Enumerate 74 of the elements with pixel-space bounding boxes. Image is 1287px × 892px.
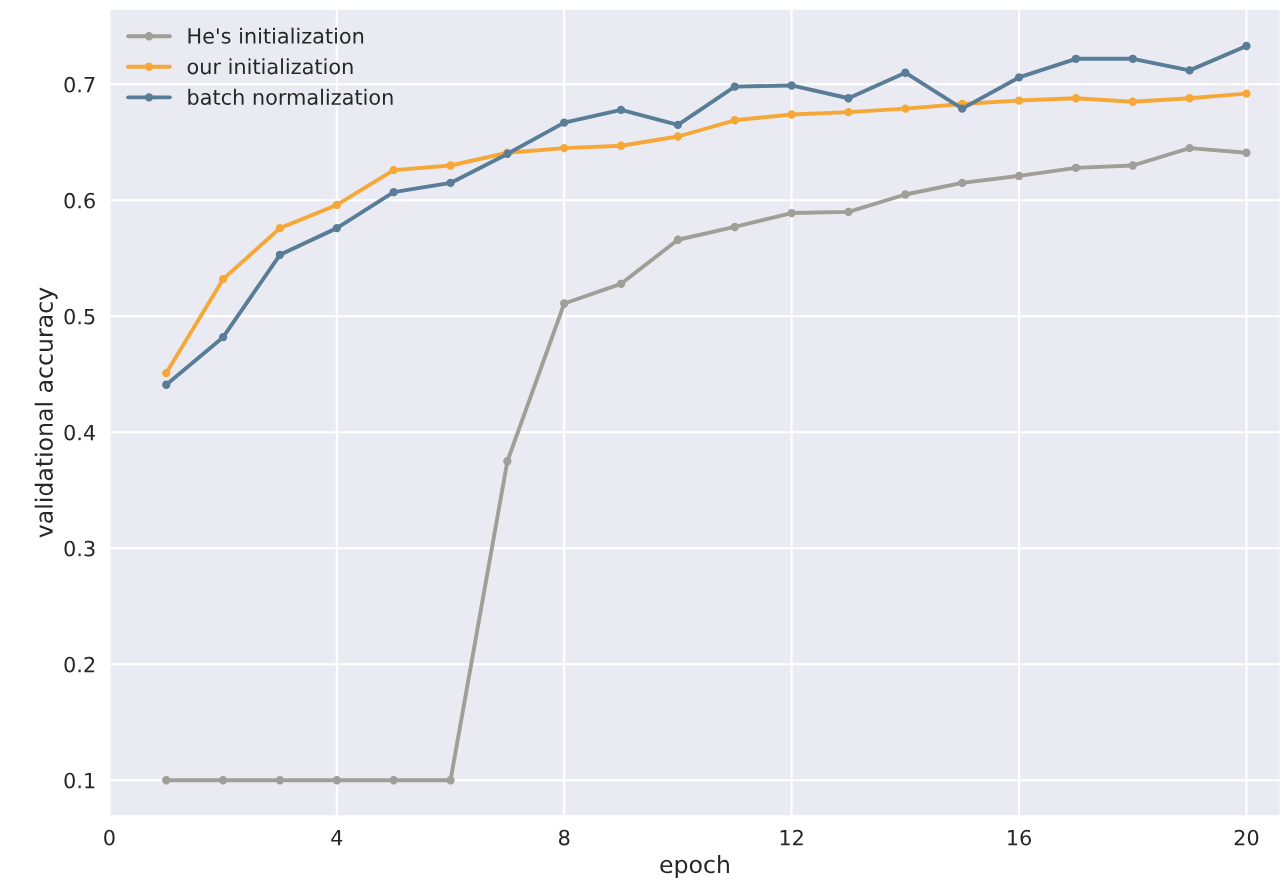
point [1071, 94, 1081, 103]
point [730, 82, 739, 91]
legend-label: batch normalization [188, 88, 393, 105]
point [1128, 97, 1137, 106]
point [844, 207, 853, 217]
point [162, 368, 171, 378]
point [1014, 171, 1024, 181]
point [901, 68, 910, 77]
x-tick-label: 8 [559, 829, 570, 846]
point [1071, 163, 1081, 172]
point [844, 94, 853, 103]
y-tick-label: 0.4 [64, 424, 96, 441]
y-axis-title: validational accuracy [34, 287, 58, 538]
point [560, 143, 569, 153]
point [389, 188, 398, 197]
point [1128, 54, 1137, 63]
point [275, 776, 285, 785]
point [730, 222, 739, 232]
x-tick-label: 16 [1008, 829, 1031, 846]
point [1071, 54, 1081, 63]
x-tick-label: 12 [780, 829, 803, 846]
y-tick-label: 0.1 [64, 772, 95, 789]
point [730, 116, 739, 125]
point [1128, 161, 1137, 170]
x-axis-title: epoch [660, 855, 729, 878]
point [1185, 66, 1194, 75]
point [332, 776, 341, 785]
point [446, 178, 455, 188]
point [275, 250, 285, 259]
point [673, 120, 683, 130]
x-tick-label: 20 [1234, 829, 1259, 846]
y-tick-label: 0.2 [64, 656, 95, 673]
point [332, 223, 341, 233]
point [446, 776, 455, 785]
legend-label: our initialization [187, 58, 353, 75]
x-tick-label: 0 [104, 829, 115, 846]
point [616, 141, 626, 150]
point [958, 178, 967, 188]
point [162, 776, 171, 785]
point [1185, 143, 1194, 153]
point [560, 118, 569, 127]
point [218, 776, 228, 785]
point [1185, 94, 1194, 103]
legend-label: He's initialization [188, 27, 364, 44]
y-tick-label: 0.6 [64, 192, 95, 209]
point [275, 223, 285, 233]
point [787, 81, 796, 90]
point [1014, 73, 1024, 82]
point [1242, 89, 1251, 98]
y-tick-label: 0.7 [64, 76, 95, 93]
point [218, 275, 228, 284]
point [1242, 148, 1251, 157]
point [1242, 41, 1251, 51]
point [162, 380, 171, 389]
point [901, 104, 910, 113]
x-tick-label: 4 [331, 830, 343, 846]
point [787, 208, 796, 218]
point [560, 299, 569, 308]
point [958, 104, 967, 113]
point [673, 132, 683, 141]
point [616, 279, 626, 288]
point [503, 457, 512, 466]
point [332, 200, 341, 210]
point [218, 332, 228, 342]
point [901, 190, 910, 199]
point [1014, 96, 1024, 105]
point [787, 110, 796, 119]
point [389, 165, 398, 175]
point [616, 105, 626, 114]
point [389, 776, 398, 785]
point [673, 235, 683, 244]
y-tick-label: 0.5 [64, 308, 95, 325]
y-tick-label: 0.3 [64, 540, 95, 557]
point [844, 107, 853, 117]
